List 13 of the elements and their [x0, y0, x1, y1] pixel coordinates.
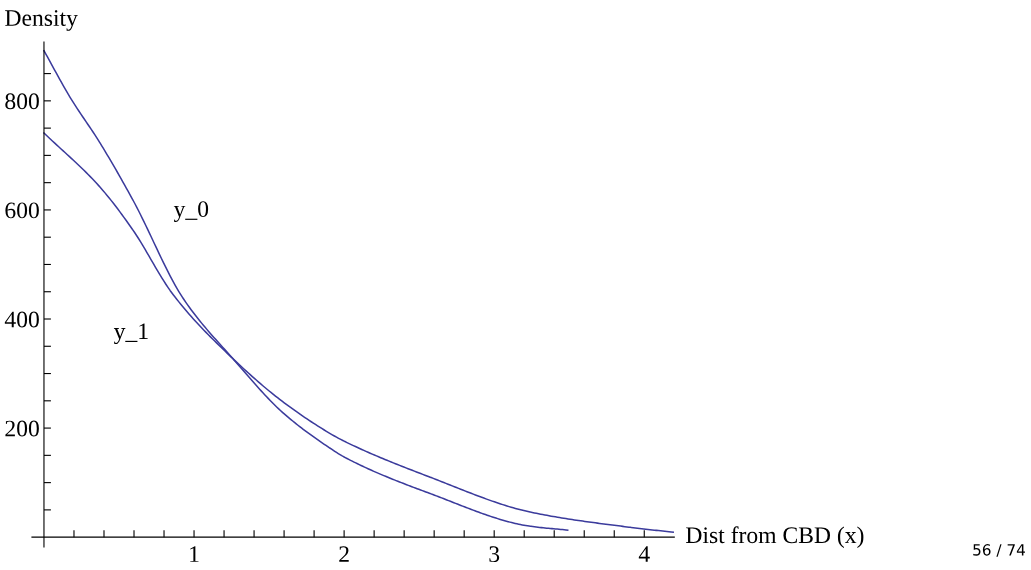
series-label: y_1: [113, 323, 148, 345]
y-axis-title: Density: [5, 10, 78, 31]
x-tick-label: 3: [489, 546, 500, 563]
x-tick-label: 1: [190, 546, 199, 562]
x-tick-label: 2: [339, 546, 349, 562]
x-tick-label: 4: [638, 546, 650, 562]
series-label: y_0: [173, 201, 209, 222]
y-tick-label: 400: [4, 311, 39, 328]
x-axis-title: Dist from CBD (x): [686, 526, 864, 548]
y-tick-label: 800: [5, 93, 39, 110]
y-tick-label: 200: [5, 420, 39, 437]
text: 56 / 74: [973, 544, 1025, 557]
y-tick-label: 600: [5, 202, 39, 219]
